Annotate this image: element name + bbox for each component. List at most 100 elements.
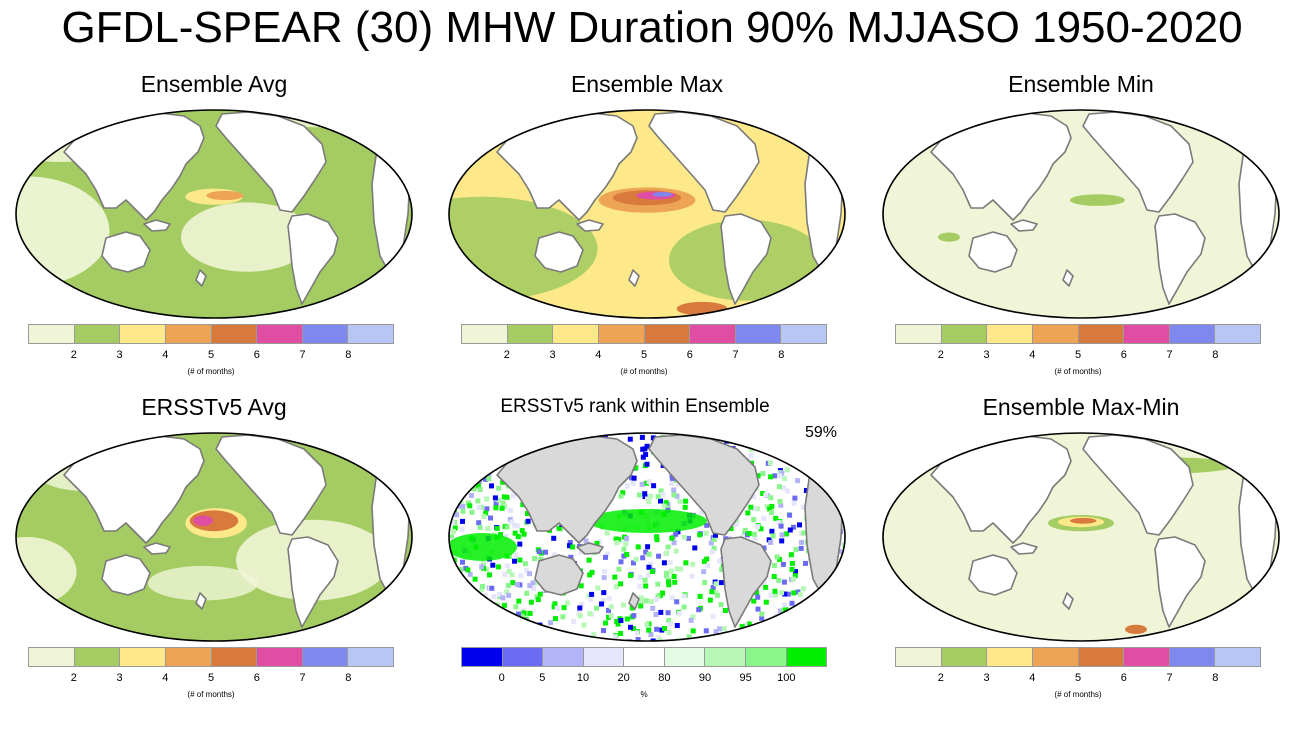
colorbar-swatch-8 — [786, 648, 827, 666]
rank-cell — [507, 622, 513, 628]
ensemble-max-min-map — [882, 432, 1280, 642]
land-australia — [968, 554, 1018, 596]
rank-cell — [527, 610, 533, 616]
rank-cell — [638, 595, 644, 601]
rank-cell — [662, 626, 667, 631]
rank-cell — [779, 538, 785, 544]
rank-cell — [516, 598, 522, 604]
rank-cell — [751, 438, 757, 444]
rank-cell — [808, 604, 814, 610]
rank-cell — [471, 617, 477, 623]
rank-cell — [453, 597, 459, 602]
rank-cell — [833, 586, 839, 592]
rank-cell — [772, 588, 778, 594]
rank-cell — [690, 561, 696, 567]
land-north-america — [648, 111, 760, 213]
rank-cell — [519, 528, 525, 534]
rank-cell — [512, 624, 518, 630]
rank-cell — [506, 592, 512, 598]
duration-colorbar — [461, 324, 827, 344]
colorbar-swatch-4 — [1078, 325, 1125, 343]
rank-cell — [577, 613, 583, 619]
rank-cell — [458, 500, 464, 506]
panel-title: ERSSTv5 rank within Ensemble — [500, 396, 770, 417]
rank-cell — [728, 636, 734, 641]
rank-cell — [791, 500, 797, 506]
rank-cell — [567, 543, 572, 549]
rank-cell — [554, 605, 560, 611]
rank-cell — [456, 467, 462, 473]
rank-cell — [839, 568, 845, 574]
rank-cell — [450, 631, 456, 637]
rank-cell — [840, 580, 845, 586]
map-field — [883, 433, 1279, 641]
colorbar-tick-label: 20 — [617, 672, 630, 684]
rank-cell — [475, 483, 481, 489]
rank-cell — [760, 639, 766, 641]
rank-cell — [659, 627, 665, 633]
rank-cell — [650, 605, 656, 611]
rank-cell — [767, 460, 773, 466]
rank-cell — [683, 560, 689, 566]
rank-cell — [469, 493, 474, 498]
colorbar-tick-label: 7 — [299, 349, 306, 361]
rank-cell — [450, 446, 456, 452]
rank-cell — [552, 601, 558, 607]
rank-cell — [502, 571, 508, 577]
globe-outline — [448, 109, 846, 319]
rank-cell — [741, 531, 747, 536]
rank-cell — [768, 474, 774, 480]
colorbar-tick-label: 100 — [777, 672, 796, 684]
rank-cell — [766, 444, 772, 450]
colorbar-ticks: 0 5 10 20 80 90 95 100 — [461, 672, 827, 686]
rank-cell — [502, 618, 507, 624]
rank-cell — [467, 503, 473, 509]
rank-cell — [792, 458, 798, 464]
rank-cell — [480, 605, 486, 611]
rank-cell — [460, 508, 466, 514]
rank-cell — [498, 614, 504, 620]
rank-cell — [469, 616, 475, 622]
rank-cell — [465, 567, 471, 573]
rank-cell — [631, 560, 636, 566]
rank-cell — [471, 633, 477, 639]
colorbar-swatch-3 — [583, 648, 625, 666]
rank-cell — [480, 615, 486, 621]
rank-cell — [500, 500, 506, 506]
rank-cell — [671, 574, 677, 579]
colorbar-swatch-3 — [165, 648, 212, 666]
rank-cell — [539, 437, 545, 442]
rank-cell — [490, 562, 496, 568]
rank-cell — [643, 549, 649, 555]
rank-cell — [787, 512, 793, 518]
rank-cell — [778, 523, 784, 529]
rank-cell — [459, 477, 465, 483]
rank-cell — [479, 587, 485, 593]
duration-region — [779, 113, 845, 130]
rank-cell — [792, 457, 798, 463]
rank-cell — [644, 622, 650, 627]
rank-cell — [537, 639, 543, 641]
rank-cell — [504, 563, 510, 569]
rank-cell — [782, 617, 788, 623]
colorbar-tick-label: 7 — [299, 672, 306, 684]
rank-cell — [456, 471, 462, 476]
ensemble-max-map — [448, 109, 846, 319]
rank-cell — [475, 498, 481, 504]
rank-cell — [646, 551, 652, 557]
rank-cell — [576, 610, 582, 616]
rank-cell — [676, 610, 682, 616]
rank-cell — [814, 469, 820, 475]
rank-cell — [776, 446, 782, 452]
rank-cell — [648, 632, 654, 637]
rank-cell — [757, 442, 762, 447]
rank-cell — [484, 639, 490, 641]
rank-cell — [756, 624, 762, 630]
rank-cell — [824, 483, 830, 489]
rank-cell — [512, 558, 517, 564]
rank-cell — [460, 503, 466, 509]
colorbar-tick-label: 8 — [345, 349, 352, 361]
colorbar-tick-label: 5 — [207, 349, 215, 361]
rank-cell — [618, 559, 624, 565]
rank-cell — [469, 509, 475, 515]
